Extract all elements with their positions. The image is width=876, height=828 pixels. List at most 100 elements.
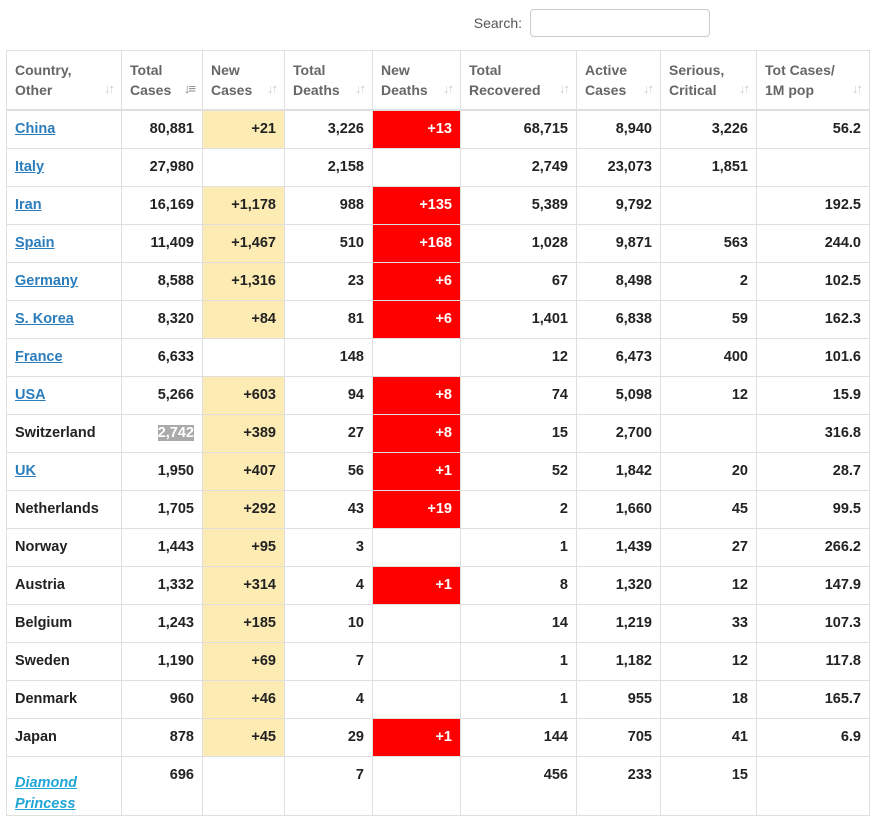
total-deaths-cell: 27 xyxy=(284,413,373,453)
sort-icon[interactable]: ↓↑ xyxy=(852,81,863,96)
column-header-total-recovered[interactable]: Total Recovered ↓↑ xyxy=(460,50,577,111)
total-cases-cell: 1,443 xyxy=(121,527,203,567)
country-link[interactable]: Germany xyxy=(15,273,78,289)
total-cases-cell: 80,881 xyxy=(121,109,203,149)
country-cell: Diamond Princess xyxy=(6,755,122,816)
country-link[interactable]: USA xyxy=(15,387,46,403)
new-deaths-cell: +13 xyxy=(372,109,461,149)
new-cases-cell: +314 xyxy=(202,565,285,605)
country-link[interactable]: S. Korea xyxy=(15,311,74,327)
table-row: Norway 1,443 +95 3 1 1,439 27 266.2 xyxy=(6,527,870,567)
column-header-total-cases[interactable]: Total Cases ↓≡ xyxy=(121,50,203,111)
header-line1: Tot Cases/ xyxy=(765,62,835,78)
new-deaths-cell xyxy=(372,679,461,719)
column-header-total-deaths[interactable]: Total Deaths ↓↑ xyxy=(284,50,373,111)
header-line2: Cases xyxy=(585,82,627,98)
recovered-cell: 144 xyxy=(460,717,577,757)
country-cell: Italy xyxy=(6,147,122,187)
country-link[interactable]: France xyxy=(15,349,63,365)
country-link[interactable]: China xyxy=(15,121,56,138)
total-cases-cell: 2,742 xyxy=(121,413,203,453)
table-header-row: Country, Other ↓↑ Total Cases ↓≡ New Cases ↓↑ Tot… xyxy=(6,50,870,111)
total-deaths-cell: 4 xyxy=(284,679,373,719)
serious-critical-cell: 563 xyxy=(660,223,757,263)
table-row: S. Korea 8,320 +84 81 +6 1,401 6,838 59 162.3 xyxy=(6,299,870,339)
new-cases-cell: +84 xyxy=(202,299,285,339)
new-cases-cell: +1,316 xyxy=(202,261,285,301)
recovered-cell: 2 xyxy=(460,489,577,529)
total-deaths-cell: 988 xyxy=(284,185,373,225)
new-cases-cell: +69 xyxy=(202,641,285,681)
sort-icon[interactable]: ↓↑ xyxy=(443,81,454,96)
search-label: Search: xyxy=(473,15,522,31)
country-link[interactable]: Diamond Princess xyxy=(15,774,78,812)
cases-per-million-cell: 107.3 xyxy=(756,603,870,643)
country-link[interactable]: UK xyxy=(15,463,36,479)
new-cases-cell: +185 xyxy=(202,603,285,643)
cases-table-container: Country, Other ↓↑ Total Cases ↓≡ New Cases ↓↑ Tot… xyxy=(6,50,870,816)
sort-icon[interactable]: ↓↑ xyxy=(739,81,750,96)
header-line1: Serious, xyxy=(669,62,725,78)
country-name: Netherlands xyxy=(15,501,99,517)
recovered-cell: 456 xyxy=(460,755,577,816)
active-cases-cell: 8,940 xyxy=(576,109,661,149)
active-cases-cell: 23,073 xyxy=(576,147,661,187)
new-cases-cell: +1,178 xyxy=(202,185,285,225)
recovered-cell: 68,715 xyxy=(460,109,577,149)
new-deaths-cell xyxy=(372,603,461,643)
country-cell: Denmark xyxy=(6,679,122,719)
active-cases-cell: 8,498 xyxy=(576,261,661,301)
search-input[interactable] xyxy=(530,9,710,37)
column-header-label: Total Cases xyxy=(130,60,194,100)
total-deaths-cell: 510 xyxy=(284,223,373,263)
table-row: Denmark 960 +46 4 1 955 18 165.7 xyxy=(6,679,870,719)
column-header-serious-critical[interactable]: Serious, Critical ↓↑ xyxy=(660,50,757,111)
column-header-label: Country, Other xyxy=(15,60,113,100)
recovered-cell: 1,028 xyxy=(460,223,577,263)
serious-critical-cell: 33 xyxy=(660,603,757,643)
total-deaths-cell: 7 xyxy=(284,641,373,681)
column-header-new-cases[interactable]: New Cases ↓↑ xyxy=(202,50,285,111)
sort-desc-icon[interactable]: ↓≡ xyxy=(183,81,196,96)
column-header-new-deaths[interactable]: New Deaths ↓↑ xyxy=(372,50,461,111)
country-link[interactable]: Italy xyxy=(15,159,45,175)
recovered-cell: 8 xyxy=(460,565,577,605)
country-name: Austria xyxy=(15,577,65,593)
sort-icon[interactable]: ↓↑ xyxy=(267,81,278,96)
country-cell: Sweden xyxy=(6,641,122,681)
cases-per-million-cell: 6.9 xyxy=(756,717,870,757)
country-link[interactable]: Spain xyxy=(15,235,55,251)
column-header-country[interactable]: Country, Other ↓↑ xyxy=(6,50,122,111)
serious-critical-cell: 400 xyxy=(660,337,757,377)
table-row: Austria 1,332 +314 4 +1 8 1,320 12 147.9 xyxy=(6,565,870,605)
column-header-label: Tot Cases/1M pop xyxy=(765,60,861,100)
cases-per-million-cell: 316.8 xyxy=(756,413,870,453)
sort-icon[interactable]: ↓↑ xyxy=(355,81,366,96)
country-cell: Norway xyxy=(6,527,122,567)
total-cases-cell: 878 xyxy=(121,717,203,757)
table-row: Netherlands 1,705 +292 43 +19 2 1,660 45 99.5 xyxy=(6,489,870,529)
column-header-active-cases[interactable]: Active Cases ↓↑ xyxy=(576,50,661,111)
active-cases-cell: 233 xyxy=(576,755,661,816)
active-cases-cell: 1,660 xyxy=(576,489,661,529)
recovered-cell: 1 xyxy=(460,679,577,719)
sort-icon[interactable]: ↓↑ xyxy=(559,81,570,96)
column-header-label: New Deaths xyxy=(381,60,452,100)
header-line2: Critical xyxy=(669,82,717,98)
sort-icon[interactable]: ↓↑ xyxy=(643,81,654,96)
total-deaths-cell: 43 xyxy=(284,489,373,529)
recovered-cell: 1 xyxy=(460,641,577,681)
active-cases-cell: 5,098 xyxy=(576,375,661,415)
column-header-cases-per-million[interactable]: Tot Cases/1M pop ↓↑ xyxy=(756,50,870,111)
new-deaths-cell xyxy=(372,641,461,681)
active-cases-cell: 2,700 xyxy=(576,413,661,453)
column-header-label: New Cases xyxy=(211,60,276,100)
column-header-label: Active Cases xyxy=(585,60,652,100)
total-cases-cell: 696 xyxy=(121,755,203,816)
country-cell: Spain xyxy=(6,223,122,263)
cases-per-million-cell: 99.5 xyxy=(756,489,870,529)
serious-critical-cell: 45 xyxy=(660,489,757,529)
table-row: Diamond Princess 696 7 456 233 15 xyxy=(6,755,870,816)
sort-icon[interactable]: ↓↑ xyxy=(104,81,115,96)
country-link[interactable]: Iran xyxy=(15,197,42,213)
